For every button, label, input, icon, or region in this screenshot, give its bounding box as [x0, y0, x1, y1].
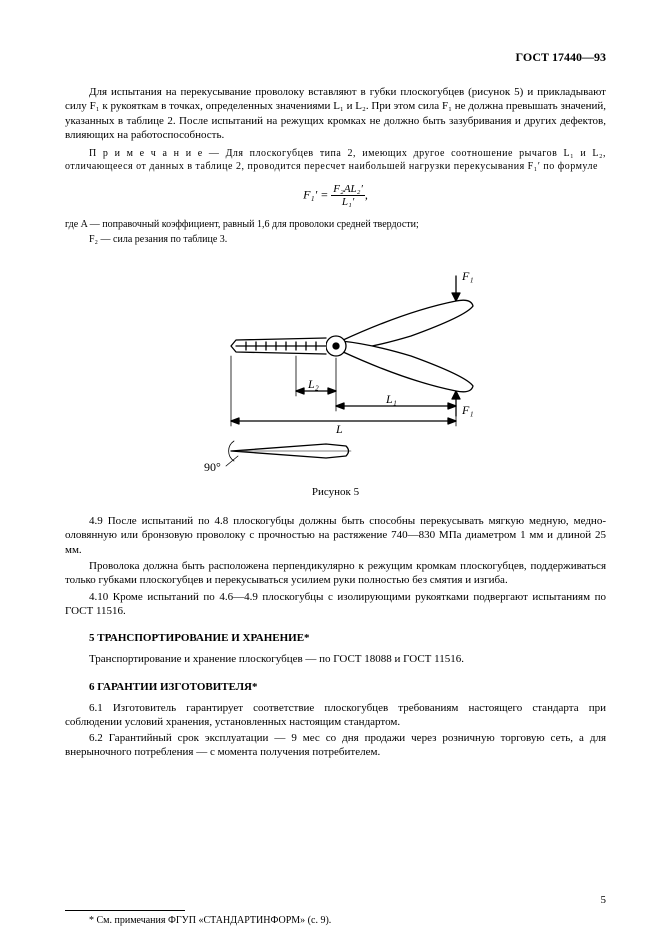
- footnote-divider: [65, 910, 185, 911]
- formula-fraction: F₂AL₂′ L₁′: [331, 183, 365, 208]
- para-intro: Для испытания на перекусывание проволоку…: [65, 85, 606, 142]
- formula-denominator: L₁′: [331, 196, 365, 208]
- label-f1-top: F₁: [461, 269, 474, 283]
- where-a: где A — поправочный коэффициент, равный …: [65, 218, 606, 231]
- figure-caption: Рисунок 5: [65, 486, 606, 498]
- note-1: П р и м е ч а н и е — Для плоскогубцев т…: [65, 148, 606, 173]
- figure-5: F₁ F₁ L₂ L₁ L 90°: [65, 266, 606, 476]
- formula: F₁′ = F₂AL₂′ L₁′ ,: [65, 183, 606, 208]
- label-l1: L₁: [385, 392, 397, 406]
- section-5-body: Транспортирование и хранение плоскогубце…: [65, 652, 606, 666]
- formula-tail: ,: [365, 187, 368, 201]
- section-6-heading: 6 ГАРАНТИИ ИЗГОТОВИТЕЛЯ*: [65, 681, 606, 693]
- label-angle: 90°: [204, 460, 221, 474]
- formula-lhs: F₁′ =: [303, 187, 328, 201]
- label-l2: L₂: [307, 377, 319, 391]
- section-5-heading: 5 ТРАНСПОРТИРОВАНИЕ И ХРАНЕНИЕ*: [65, 632, 606, 644]
- doc-header: ГОСТ 17440—93: [65, 50, 606, 65]
- formula-numerator: F₂AL₂′: [331, 183, 365, 196]
- where-f2: F₂ — сила резания по таблице 3.: [65, 233, 606, 246]
- label-f1-bottom: F₁: [461, 403, 474, 417]
- para-6-1: 6.1 Изготовитель гарантирует соответстви…: [65, 701, 606, 730]
- para-4-9a: 4.9 После испытаний по 4.8 плоскогубцы д…: [65, 514, 606, 557]
- para-6-2: 6.2 Гарантийный срок эксплуатации — 9 ме…: [65, 731, 606, 760]
- label-l: L: [335, 422, 343, 436]
- para-4-10: 4.10 Кроме испытаний по 4.6—4.9 плоскогу…: [65, 590, 606, 619]
- para-4-9b: Проволока должна быть расположена перпен…: [65, 559, 606, 588]
- pliers-diagram: F₁ F₁ L₂ L₁ L 90°: [176, 266, 496, 476]
- page-number: 5: [601, 894, 607, 906]
- footnote: * См. примечания ФГУП «СТАНДАРТИНФОРМ» (…: [65, 915, 606, 926]
